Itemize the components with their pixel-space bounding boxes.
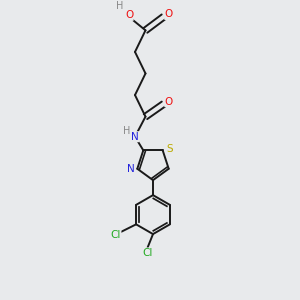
Text: O: O [125, 11, 133, 20]
Text: O: O [165, 10, 173, 20]
Text: N: N [128, 164, 135, 174]
Text: Cl: Cl [142, 248, 153, 258]
Text: Cl: Cl [110, 230, 121, 240]
Text: H: H [123, 126, 130, 136]
Text: N: N [131, 132, 139, 142]
Text: H: H [116, 2, 124, 11]
Text: S: S [166, 144, 172, 154]
Text: O: O [165, 97, 173, 107]
